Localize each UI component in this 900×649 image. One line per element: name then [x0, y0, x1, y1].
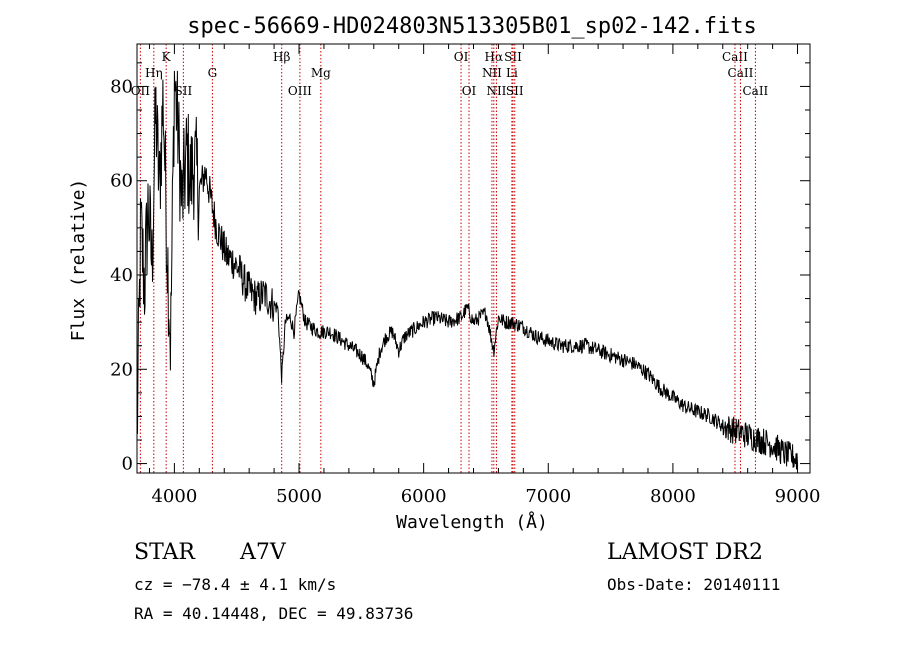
- object-subclass: A7V: [239, 540, 287, 565]
- x-tick-label-3: 7000: [525, 486, 571, 507]
- x-tick-label-2: 6000: [401, 486, 447, 507]
- line-label-18: CaII: [742, 84, 768, 98]
- line-label-15: SII: [506, 84, 524, 98]
- plot-frame: [136, 43, 811, 474]
- line-label-9: OI: [462, 84, 477, 98]
- ra-dec: RA = 40.14448, DEC = 49.83736: [134, 604, 413, 623]
- survey-name: LAMOST DR2: [607, 540, 763, 565]
- line-label-4: G: [208, 66, 218, 80]
- y-tick-label-4: 80: [110, 76, 133, 97]
- line-label-3: SII: [175, 84, 193, 98]
- line-label-14: Li: [506, 66, 518, 80]
- line-label-1: Hη: [145, 66, 163, 80]
- line-label-8: OI: [454, 50, 469, 64]
- line-label-16: CaII: [722, 50, 748, 64]
- line-label-5: Hβ: [273, 50, 290, 64]
- emission-lines-layer: OIIHηKSIIGHβOIIIMgOIOIHαNIINIISIILiSIICa…: [131, 44, 769, 473]
- object-class: STAR: [134, 540, 196, 565]
- line-label-2: K: [162, 50, 172, 64]
- y-tick-label-0: 0: [122, 454, 133, 475]
- y-tick-label-1: 20: [110, 359, 133, 380]
- spectrum-line: [136, 70, 798, 470]
- x-tick-label-4: 8000: [650, 486, 696, 507]
- line-label-10: Hα: [485, 50, 504, 64]
- axes-layer: 4000 5000 6000 7000 8000 9000 0 20 40 60 80: [110, 43, 821, 507]
- chart-title: spec-56669-HD024803N513305B01_sp02-142.f…: [187, 14, 757, 39]
- y-tick-label-3: 60: [110, 171, 133, 192]
- line-label-17: CaII: [728, 66, 754, 80]
- spectrum-layer: [136, 70, 798, 470]
- x-tick-label-5: 9000: [775, 486, 821, 507]
- redshift-cz: cz = −78.4 ± 4.1 km/s: [134, 575, 336, 594]
- x-tick-label-0: 4000: [151, 486, 197, 507]
- y-axis-label: Flux (relative): [68, 179, 89, 342]
- line-label-12: NII: [486, 84, 506, 98]
- y-tick-label-2: 40: [110, 265, 133, 286]
- line-label-0: OII: [131, 84, 151, 98]
- line-label-6: OIII: [288, 84, 312, 98]
- line-label-13: SII: [504, 50, 522, 64]
- line-label-11: NII: [482, 66, 502, 80]
- line-label-7: Mg: [311, 66, 331, 80]
- observation-date: Obs-Date: 20140111: [607, 575, 780, 594]
- x-tick-label-1: 5000: [276, 486, 322, 507]
- x-axis-label: Wavelength (Å): [396, 511, 548, 533]
